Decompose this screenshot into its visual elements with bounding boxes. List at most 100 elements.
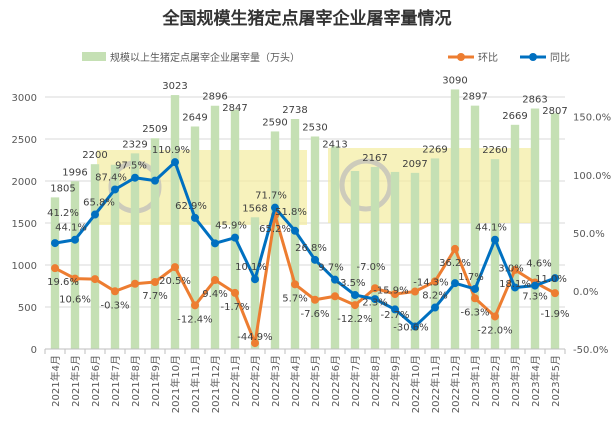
- bar-data-label: 2897: [462, 92, 487, 103]
- x-tick-label: 2021年4月: [49, 355, 62, 407]
- yoy-point: [391, 305, 399, 314]
- bar-data-label: 2807: [542, 106, 567, 117]
- mom-point: [51, 264, 59, 273]
- yoy-data-label: 44.1%: [55, 223, 87, 234]
- mom-data-label: -12.4%: [177, 314, 212, 325]
- yoy-point: [251, 275, 259, 284]
- x-tick-label: 2022年10月: [409, 355, 422, 413]
- mom-point: [291, 280, 299, 289]
- yoy-data-label: 4.6%: [526, 259, 551, 270]
- yoy-data-label: -14.3%: [413, 278, 448, 289]
- mom-point: [211, 276, 219, 285]
- mom-point: [131, 279, 139, 288]
- mom-point: [311, 295, 319, 304]
- bar: [210, 105, 220, 350]
- bar-data-label: 2863: [522, 95, 547, 106]
- yoy-data-label: 26.8%: [295, 243, 327, 254]
- bar: [170, 95, 180, 350]
- bar-data-label: 2590: [262, 117, 287, 128]
- mom-point: [171, 263, 179, 272]
- bar: [430, 158, 440, 349]
- bar-data-label: 2200: [82, 150, 107, 161]
- mom-data-label: -0.3%: [100, 300, 129, 311]
- bar-data-label: 2669: [502, 111, 527, 122]
- yoy-point: [451, 279, 459, 288]
- bar: [50, 197, 60, 349]
- yoy-point: [131, 173, 139, 182]
- mom-point: [91, 275, 99, 284]
- x-tick-label: 2021年6月: [89, 355, 102, 407]
- yoy-point: [411, 322, 419, 331]
- x-tick-label: 2022年6月: [329, 355, 342, 407]
- yoy-point: [491, 235, 499, 244]
- mom-data-label: -1.7%: [220, 302, 249, 313]
- bar: [350, 171, 360, 349]
- mom-point: [231, 288, 239, 297]
- mom-data-label: 9.4%: [202, 289, 227, 300]
- bar-data-label: 1996: [62, 167, 87, 178]
- bar-data-label: 2530: [302, 122, 327, 133]
- yoy-point: [471, 284, 479, 293]
- mom-data-label: 7.7%: [142, 291, 167, 302]
- yoy-data-label: 41.2%: [47, 208, 79, 219]
- mom-point: [431, 277, 439, 286]
- mom-point: [331, 292, 339, 301]
- bar-data-label: 2738: [282, 105, 307, 116]
- x-tick-label: 2022年8月: [369, 355, 382, 407]
- mom-data-label: 65.2%: [259, 224, 291, 235]
- mom-data-label: -1.9%: [540, 309, 569, 320]
- yoy-point: [51, 239, 59, 248]
- bar-data-label: 2847: [222, 103, 247, 114]
- yoy-point: [71, 235, 79, 244]
- bar: [70, 181, 80, 349]
- bar: [370, 166, 380, 349]
- yoy-point: [271, 203, 279, 212]
- mom-data-label: -7.6%: [300, 309, 329, 320]
- yoy-data-label: 62.9%: [175, 201, 207, 212]
- y-right-tick-label: 150.0%: [573, 113, 611, 124]
- x-tick-label: 2022年12月: [449, 355, 462, 413]
- line-series: [51, 158, 559, 348]
- y-left-tick-label: 1500: [12, 219, 37, 230]
- watermark-logo-icon: [339, 158, 393, 212]
- axes: 0 500 1000 1500 2000 2500 3000 -50.0% 0.0% 50.0% 1…: [12, 93, 612, 413]
- x-tick-label: 2022年1月: [229, 355, 242, 407]
- yoy-point: [231, 233, 239, 242]
- bar: [270, 131, 280, 349]
- y-right-tick-label: 0.0%: [573, 287, 598, 298]
- mom-point: [251, 339, 259, 348]
- yoy-point: [311, 255, 319, 264]
- yoy-data-label: 65.8%: [83, 198, 115, 209]
- mom-point: [411, 287, 419, 296]
- y-left-tick-label: 2500: [12, 135, 37, 146]
- bar: [230, 109, 240, 350]
- legend-label: 同比: [550, 52, 570, 64]
- bar: [310, 136, 320, 349]
- yoy-point: [91, 210, 99, 219]
- bar-data-label: 2509: [142, 124, 167, 135]
- x-tick-label: 2023年5月: [549, 355, 562, 407]
- mom-point: [511, 265, 519, 274]
- bar: [450, 89, 460, 349]
- yoy-point: [151, 176, 159, 185]
- mom-data-label: 36.2%: [439, 258, 471, 269]
- bar: [390, 171, 400, 349]
- x-tick-label: 2021年8月: [129, 355, 142, 407]
- bar-data-label: 2649: [182, 112, 207, 123]
- mom-data-label: 2.3%: [362, 297, 387, 308]
- legend-label: 环比: [478, 52, 498, 64]
- yoy-data-label: -30.6%: [393, 322, 428, 333]
- x-tick-label: 2023年1月: [469, 355, 482, 407]
- x-tick-label: 2022年4月: [289, 355, 302, 407]
- yoy-data-label: -7.0%: [356, 262, 385, 273]
- mom-point: [391, 290, 399, 299]
- mom-point: [111, 287, 119, 296]
- mom-point: [371, 284, 379, 293]
- bar: [490, 159, 500, 349]
- mom-data-label: 18.1%: [499, 279, 531, 290]
- yoy-data-label: -3.5%: [336, 278, 365, 289]
- y-left-tick-label: 500: [18, 303, 37, 314]
- chart-title: 全国规模生猪定点屠宰企业屠宰量情况: [162, 8, 452, 29]
- mom-data-label: -22.0%: [477, 325, 512, 336]
